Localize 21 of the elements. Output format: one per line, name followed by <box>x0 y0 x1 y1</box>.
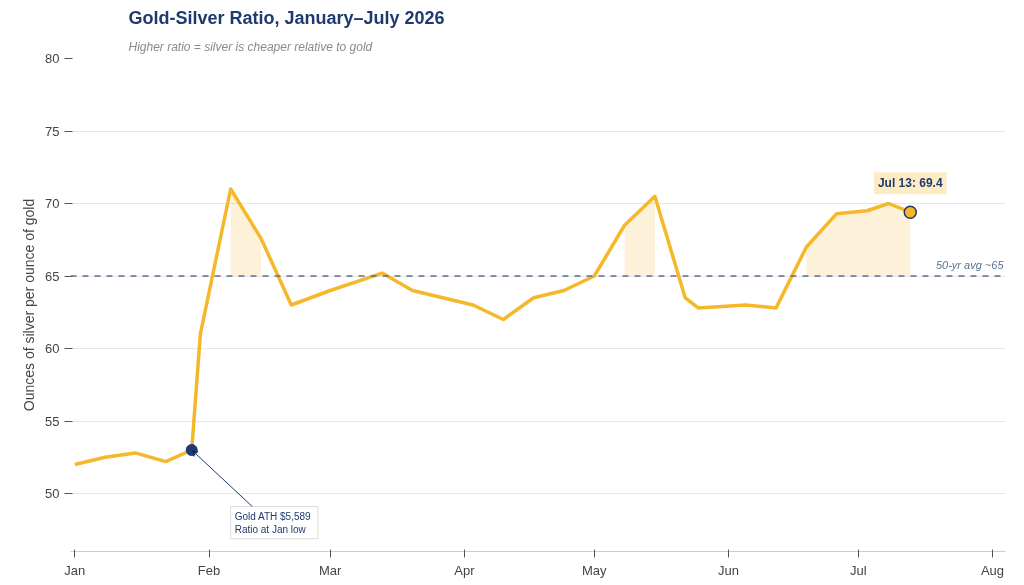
y-tick-label: 55 <box>45 413 60 429</box>
y-tick-label: 50 <box>45 486 60 501</box>
y-tick-label: 60 <box>45 341 60 356</box>
x-tick-label: Feb <box>197 562 221 578</box>
ref-line-label: 50-yr avg ~65 <box>935 259 1005 271</box>
y-tick-label: 65 <box>45 268 60 284</box>
y-tick-label: 70 <box>45 196 60 211</box>
y-tick-label: 80 <box>45 51 60 66</box>
y-tick-label: 75 <box>45 123 60 139</box>
chart-subtitle: Higher ratio = silver is cheaper relative to gold <box>128 39 373 54</box>
x-tick-label: May <box>581 562 608 578</box>
x-tick-label: Aug <box>980 562 1005 578</box>
x-tick-label: Apr <box>454 562 476 578</box>
annotation: Gold ATH $5,589 Ratio at Jan low <box>234 510 312 535</box>
x-tick-label: Jun <box>717 562 739 578</box>
chart-title: Gold-Silver Ratio, January–July 2026 <box>128 7 445 28</box>
x-tick-label: Jul <box>850 562 867 578</box>
x-tick-label: Jan <box>64 562 86 578</box>
y-axis-title: Ounces of silver per ounce of gold <box>21 198 38 412</box>
annotation: Jul 13: 69.4 <box>877 176 943 191</box>
x-tick-label: Mar <box>319 562 343 578</box>
